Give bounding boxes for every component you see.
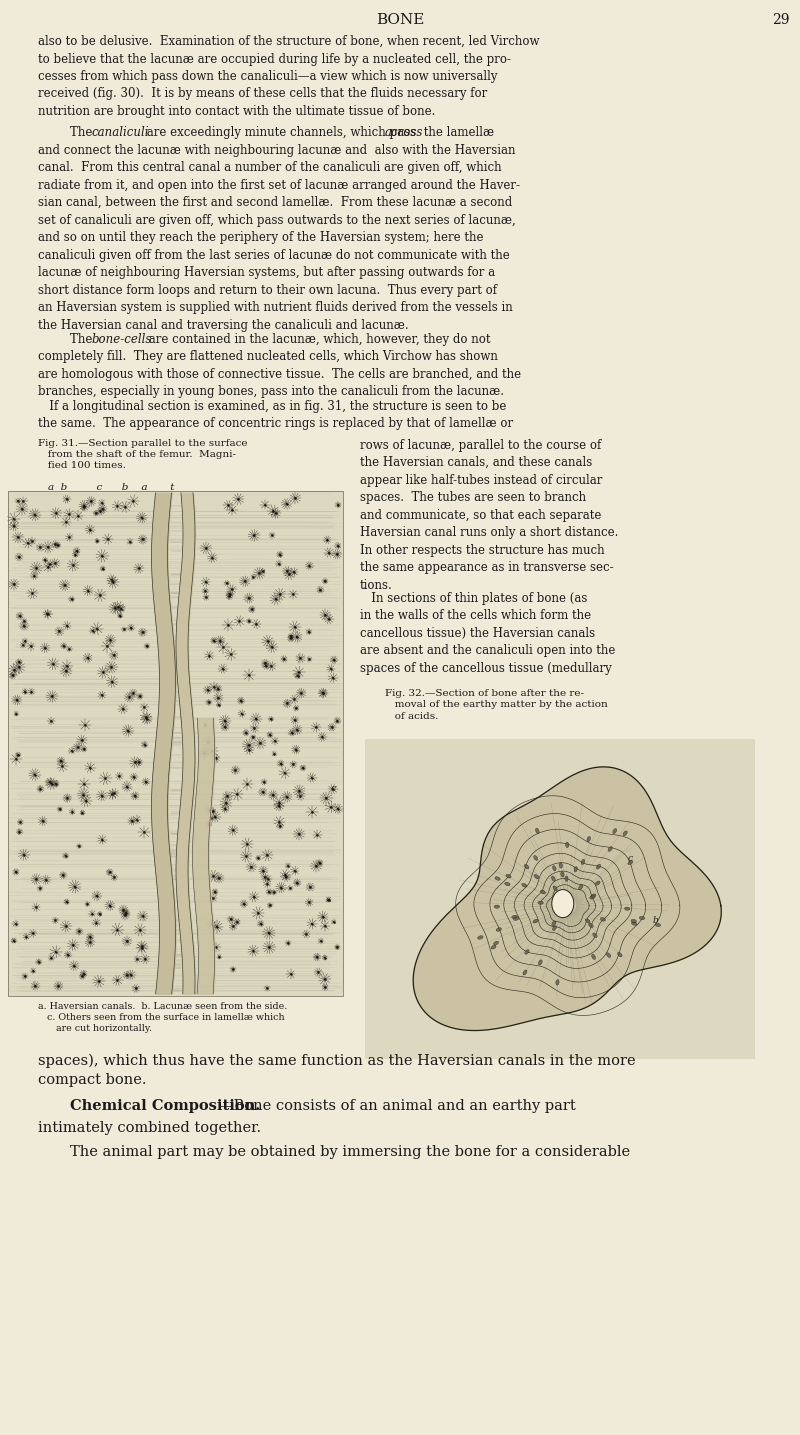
- Ellipse shape: [593, 933, 597, 937]
- Text: c: c: [628, 854, 633, 862]
- Ellipse shape: [552, 921, 556, 926]
- Ellipse shape: [534, 855, 538, 861]
- Ellipse shape: [525, 950, 529, 954]
- Polygon shape: [414, 766, 722, 1030]
- Ellipse shape: [534, 874, 538, 878]
- Text: across: across: [385, 126, 423, 139]
- Text: canaliculi: canaliculi: [92, 126, 150, 139]
- Text: intimately combined together.: intimately combined together.: [38, 1121, 261, 1135]
- Text: bone-cells: bone-cells: [92, 333, 152, 346]
- Ellipse shape: [538, 901, 543, 904]
- Ellipse shape: [631, 921, 637, 926]
- Ellipse shape: [553, 926, 557, 930]
- Text: also to be delusive.  Examination of the structure of bone, when recent, led Vir: also to be delusive. Examination of the …: [38, 34, 539, 118]
- Text: are exceedingly minute channels, which pass: are exceedingly minute channels, which p…: [143, 126, 420, 139]
- Text: the lamellæ: the lamellæ: [420, 126, 494, 139]
- Ellipse shape: [495, 877, 500, 880]
- Ellipse shape: [514, 917, 518, 920]
- Ellipse shape: [556, 980, 559, 986]
- Text: rows of lacunæ, parallel to the course of
the Haversian canals, and these canals: rows of lacunæ, parallel to the course o…: [360, 439, 618, 591]
- Ellipse shape: [524, 864, 529, 868]
- Ellipse shape: [512, 916, 517, 918]
- Text: are contained in the lacunæ, which, however, they do not: are contained in the lacunæ, which, howe…: [145, 333, 490, 346]
- Ellipse shape: [494, 941, 498, 946]
- Ellipse shape: [606, 953, 610, 957]
- Ellipse shape: [538, 960, 542, 964]
- Ellipse shape: [590, 894, 596, 897]
- Ellipse shape: [535, 828, 539, 834]
- Text: If a longitudinal section is examined, as in fig. 31, the structure is seen to b: If a longitudinal section is examined, a…: [38, 400, 513, 430]
- Ellipse shape: [623, 831, 627, 835]
- Bar: [8, 491, 343, 996]
- Ellipse shape: [523, 970, 527, 974]
- Text: b: b: [653, 916, 658, 924]
- Bar: [8, 491, 343, 996]
- Ellipse shape: [639, 917, 645, 920]
- Ellipse shape: [578, 885, 582, 890]
- Ellipse shape: [522, 884, 527, 887]
- Ellipse shape: [625, 907, 630, 910]
- Text: Fig. 31.—Section parallel to the surface
   from the shaft of the femur.  Magni-: Fig. 31.—Section parallel to the surface…: [38, 439, 247, 471]
- Ellipse shape: [505, 883, 510, 885]
- Ellipse shape: [586, 918, 590, 923]
- Ellipse shape: [541, 890, 546, 894]
- Ellipse shape: [589, 923, 594, 927]
- Text: Chemical Composition.: Chemical Composition.: [70, 1099, 260, 1114]
- Text: Fig. 32.—Section of bone after the re-
   moval of the earthy matter by the acti: Fig. 32.—Section of bone after the re- m…: [385, 689, 608, 720]
- Ellipse shape: [608, 847, 612, 851]
- Ellipse shape: [590, 895, 595, 900]
- Ellipse shape: [574, 867, 578, 872]
- Ellipse shape: [597, 864, 601, 870]
- Ellipse shape: [566, 842, 569, 848]
- Text: The: The: [70, 333, 96, 346]
- Ellipse shape: [565, 875, 568, 881]
- Text: BONE: BONE: [376, 13, 424, 27]
- Bar: [365, 739, 755, 1059]
- Ellipse shape: [613, 828, 617, 834]
- Ellipse shape: [561, 871, 564, 877]
- Text: and connect the lacunæ with neighbouring lacunæ and  also with the Haversian
can: and connect the lacunæ with neighbouring…: [38, 144, 520, 331]
- Text: a  b         c      b    a       t: a b c b a t: [48, 482, 174, 492]
- Ellipse shape: [478, 936, 483, 940]
- Ellipse shape: [533, 920, 538, 923]
- Text: c: c: [331, 784, 337, 792]
- Ellipse shape: [595, 881, 600, 885]
- Ellipse shape: [592, 954, 595, 960]
- Ellipse shape: [506, 874, 511, 878]
- Ellipse shape: [582, 860, 585, 864]
- Text: —Bone consists of an animal and an earthy part: —Bone consists of an animal and an earth…: [219, 1099, 576, 1114]
- Text: The animal part may be obtained by immersing the bone for a considerable: The animal part may be obtained by immer…: [70, 1145, 630, 1159]
- Ellipse shape: [494, 905, 500, 908]
- Text: a. Haversian canals.  b. Lacunæ seen from the side.
   c. Others seen from the s: a. Haversian canals. b. Lacunæ seen from…: [38, 1002, 287, 1033]
- Ellipse shape: [551, 877, 555, 881]
- Text: 29: 29: [772, 13, 790, 27]
- Text: In sections of thin plates of bone (as
in the walls of the cells which form the
: In sections of thin plates of bone (as i…: [360, 591, 615, 674]
- Ellipse shape: [600, 917, 606, 921]
- Ellipse shape: [553, 865, 556, 871]
- Ellipse shape: [655, 923, 661, 927]
- Ellipse shape: [631, 920, 637, 923]
- Ellipse shape: [628, 861, 633, 865]
- Text: The: The: [70, 126, 96, 139]
- Ellipse shape: [496, 927, 502, 931]
- Ellipse shape: [587, 837, 590, 842]
- Ellipse shape: [553, 885, 557, 891]
- Text: spaces), which thus have the same function as the Haversian canals in the more
c: spaces), which thus have the same functi…: [38, 1053, 636, 1086]
- Ellipse shape: [491, 946, 496, 949]
- Ellipse shape: [552, 890, 574, 917]
- Text: completely fill.  They are flattened nucleated cells, which Virchow has shown
ar: completely fill. They are flattened nucl…: [38, 350, 521, 399]
- Ellipse shape: [559, 862, 562, 868]
- Ellipse shape: [618, 953, 622, 957]
